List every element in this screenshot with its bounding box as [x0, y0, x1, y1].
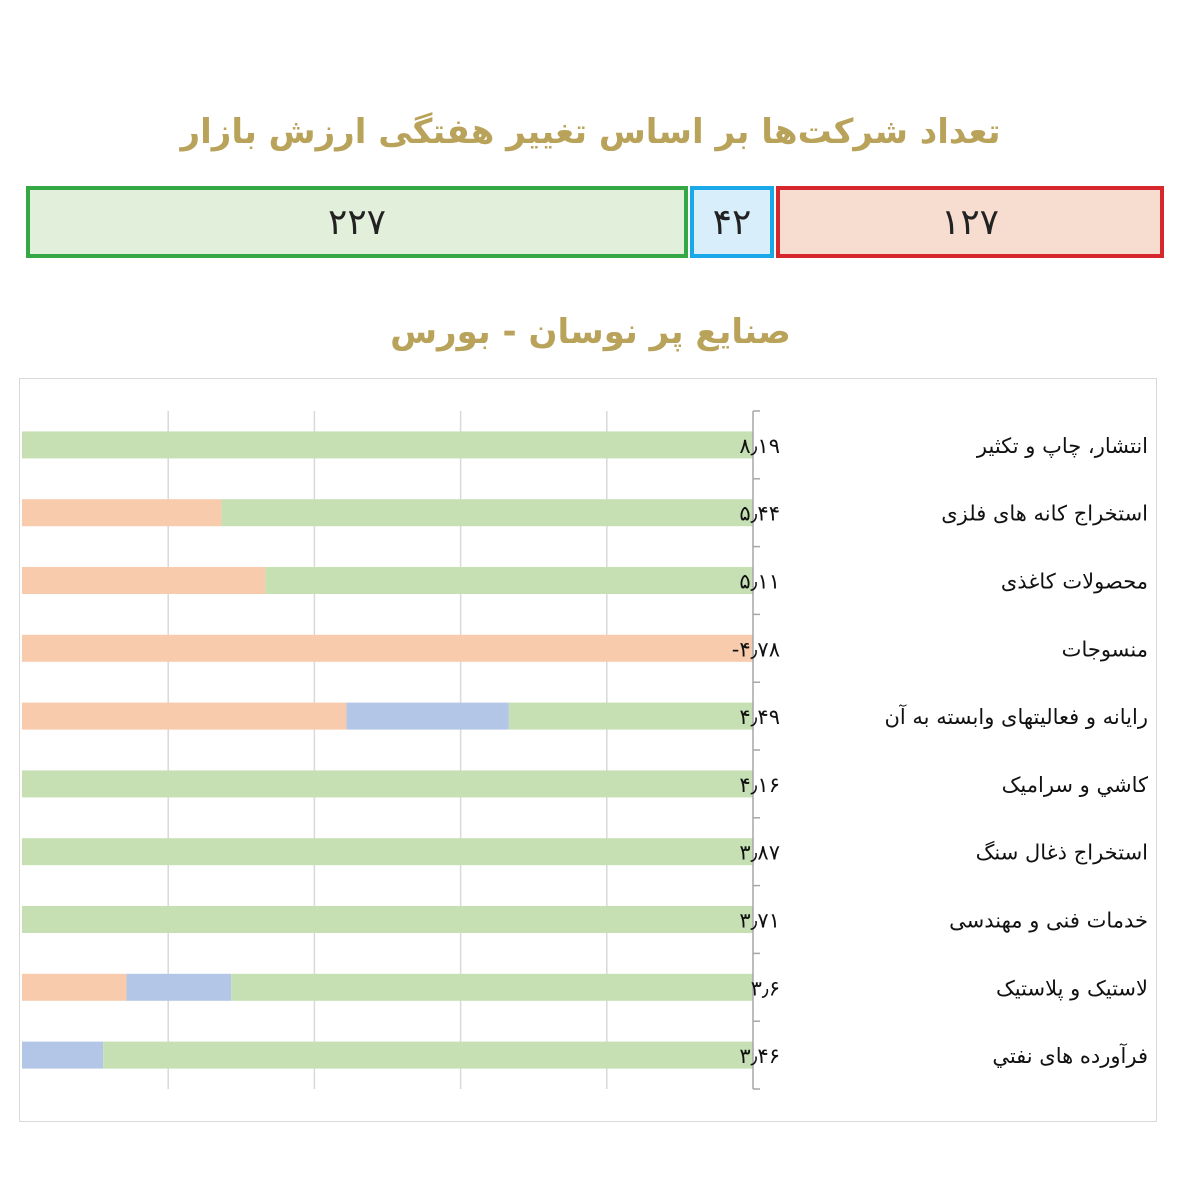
industry-bar-chart: ۸٫۱۹ انتشار، چاپ و تکثیر ۵٫۴۴ استخراج کانه … [22, 410, 1148, 1090]
bar-segment [22, 973, 127, 1001]
bar-segment [346, 702, 509, 730]
sector-label: استخراج کانه های فلزی [941, 502, 1148, 527]
sector-label: کاشي و سرامیک [1002, 773, 1148, 797]
bar-segment [231, 973, 754, 1001]
value-label: ۴٫۴۹ [739, 705, 780, 729]
value-label: ۳٫۸۷ [739, 841, 780, 865]
sector-label: رایانه و فعالیتهای وابسته به آن [884, 704, 1148, 729]
count-up-value: ۲۲۷ [327, 201, 386, 243]
bar-segment [22, 906, 753, 933]
bar-segment [22, 702, 347, 730]
bar-segment [22, 770, 753, 798]
sector-label: خدمات فنی و مهندسی [949, 909, 1148, 933]
bar-segment [508, 702, 753, 730]
bar-segment [22, 499, 222, 527]
bar-segment [221, 499, 754, 527]
sector-label: انتشار، چاپ و تکثیر [976, 434, 1148, 458]
value-label: ۴٫۱۶ [739, 773, 780, 797]
bar-segment [22, 431, 753, 459]
value-label: ۳٫۷۱ [739, 909, 780, 933]
bar-segment [103, 1041, 754, 1069]
value-label: ۳٫۶ [751, 976, 780, 1000]
bar-segment [265, 567, 753, 594]
bar-segment [126, 973, 232, 1001]
value-label: ۸٫۱۹ [739, 434, 780, 458]
value-label: ۵٫۱۱ [739, 570, 780, 594]
sector-label: منسوجات [1062, 637, 1148, 661]
chart-area: ۸٫۱۹ انتشار، چاپ و تکثیر ۵٫۴۴ استخراج کانه … [19, 378, 1157, 1122]
bar-segment [22, 567, 266, 594]
bar-segment [22, 634, 753, 662]
count-flat-box: ۴۲ [690, 186, 774, 258]
value-label: ۴٫۷۸- [732, 637, 780, 661]
count-up-box: ۲۲۷ [26, 186, 688, 258]
sector-label: لاستیک و پلاستیک [996, 976, 1148, 1000]
bar-segment [22, 1041, 104, 1069]
count-down-value: ۱۲۷ [940, 201, 999, 243]
value-label: ۳٫۴۶ [739, 1044, 780, 1068]
sector-label: محصولات کاغذی [1001, 570, 1148, 594]
value-label: ۵٫۴۴ [739, 502, 780, 526]
sector-label: فرآورده های نفتي [992, 1043, 1148, 1068]
chart-subtitle: صنایع پر نوسان - بورس [390, 312, 791, 352]
count-down-box: ۱۲۷ [776, 186, 1164, 258]
sector-label: استخراج ذغال سنگ [976, 841, 1148, 866]
chart-title: تعداد شرکت‌ها بر اساس تغییر هفتگی ارزش ب… [180, 112, 1001, 152]
count-flat-value: ۴۲ [712, 201, 752, 243]
bar-segment [22, 838, 753, 866]
